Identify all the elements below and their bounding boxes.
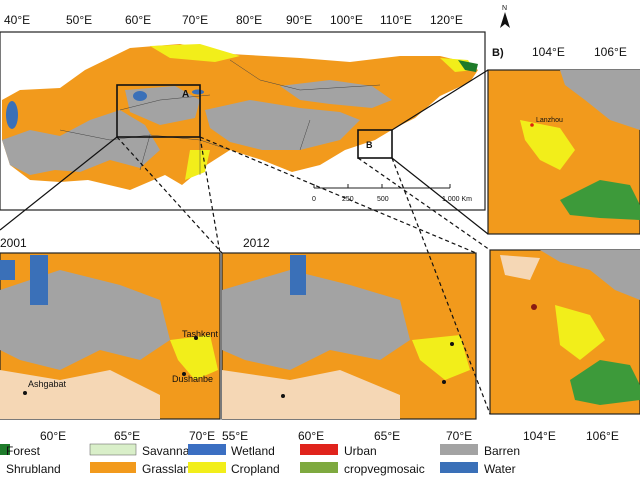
lon-tick-70: 70°E <box>182 13 208 27</box>
country-borders <box>59 59 381 175</box>
legend-swatch-wetland <box>188 444 226 455</box>
legend-urban: Urban <box>344 444 377 458</box>
dushanbe-label: Dushanbe <box>172 374 213 384</box>
barren-region-gobi <box>280 80 392 108</box>
bottom-lon-70-b: 70°E <box>446 429 472 443</box>
barren-region-tarim <box>205 100 360 150</box>
top-lon-axis: 40°E 50°E 60°E 70°E 80°E 90°E 100°E 110°… <box>4 13 463 27</box>
panel-a-2001: 2001 Tashkent Dushanbe Ashgabat <box>0 236 221 420</box>
legend-cropland: Cropland <box>231 462 280 476</box>
legend-swatch-water <box>440 462 478 473</box>
lake-balkhash <box>192 89 204 95</box>
ashgabat-label: Ashgabat <box>28 379 67 389</box>
north-label: N <box>502 5 507 12</box>
panel-a2-cropland <box>412 335 470 380</box>
legend-cropvegmosaic: cropvegmosaic <box>344 462 425 476</box>
tashkent-marker-2012 <box>450 342 454 346</box>
legend-swatch-grassland <box>90 462 136 473</box>
scale-tick-500: 500 <box>377 196 389 203</box>
aral-sea <box>133 91 147 101</box>
panel-b-lon-bottom-106: 106°E <box>586 429 619 443</box>
panel-b: B) 104°E 106°E Lanzhou 104°E 106°E <box>487 45 640 443</box>
panel-b-top-barren <box>560 70 640 130</box>
legend-swatch-cropland <box>188 462 226 473</box>
panel-b-lon-top-104: 104°E <box>532 45 565 59</box>
ashgabat-marker-2012 <box>281 394 285 398</box>
cropland-south <box>185 150 210 180</box>
inset-box-b <box>357 129 393 159</box>
panel-b-bottom-cropland <box>555 305 605 360</box>
legend-swatch-urban <box>300 444 338 455</box>
lon-tick-90: 90°E <box>286 13 312 27</box>
lanzhou-marker-2012 <box>531 304 537 310</box>
legend-forest: Forest <box>6 444 41 458</box>
panel-a-2012: 2012 <box>221 236 477 420</box>
inset-box-a <box>116 84 201 138</box>
lon-tick-80: 80°E <box>236 13 262 27</box>
legend-swatch-cropvegmosaic <box>300 462 338 473</box>
dushanbe-marker <box>182 372 186 376</box>
cropland-north <box>150 44 240 62</box>
panel-b-top-forest <box>560 180 640 220</box>
legend-barren: Barren <box>484 444 520 458</box>
lon-tick-40: 40°E <box>4 13 30 27</box>
panel-b-lon-top-106: 106°E <box>594 45 627 59</box>
bottom-lon-65-a: 65°E <box>114 429 140 443</box>
lanzhou-marker <box>530 123 534 127</box>
tashkent-label: Tashkent <box>182 329 219 339</box>
panel-b-bottom-barren <box>540 250 640 300</box>
panel-a1-cropland <box>170 335 218 380</box>
lon-tick-120: 120°E <box>430 13 463 27</box>
legend-water: Water <box>484 462 516 476</box>
forest-ne <box>458 60 478 72</box>
main-map: A B 0 250 500 1,000 Km <box>0 31 486 211</box>
tashkent-marker <box>194 336 198 340</box>
panel-a2-year: 2012 <box>243 236 270 250</box>
bottom-lon-55-b: 55°E <box>222 429 248 443</box>
legend-swatch-savanna <box>89 443 137 456</box>
lon-tick-100: 100°E <box>330 13 363 27</box>
lon-tick-60: 60°E <box>125 13 151 27</box>
panel-a1-aral-sea <box>30 255 48 305</box>
legend-swatch-forest <box>0 444 10 455</box>
legend-swatch-barren <box>440 444 478 455</box>
bottom-lon-70-a: 70°E <box>189 429 215 443</box>
legend-wetland: Wetland <box>231 444 275 458</box>
bottom-lon-60-b: 60°E <box>298 429 324 443</box>
lon-tick-50: 50°E <box>66 13 92 27</box>
connector-lines <box>0 69 491 415</box>
barren-region-west <box>2 110 160 175</box>
panel-b-bottom-shrub <box>500 255 540 280</box>
panel-a2-barren <box>222 270 410 370</box>
box-b-label: B <box>366 140 373 150</box>
panel-a1-caspian <box>0 260 15 280</box>
scale-tick-1000: 1,000 Km <box>442 196 472 203</box>
panel-a2-aral-sea <box>290 255 306 295</box>
panel-b-bottom-forest <box>570 360 640 405</box>
bottom-lon-axis: 60°E 65°E 70°E 55°E 60°E 65°E 70°E <box>40 429 472 443</box>
panel-a1-year: 2001 <box>0 236 27 250</box>
box-a-label: A <box>182 89 189 100</box>
scale-tick-250: 250 <box>342 196 354 203</box>
north-arrow-icon: N <box>500 5 510 28</box>
panel-b-label: B) <box>492 47 504 59</box>
panel-b-lon-bottom-104: 104°E <box>523 429 556 443</box>
panel-a2-shrub <box>222 370 400 419</box>
legend: Forest Savanna Wetland Urban Barren Shru… <box>0 443 520 476</box>
legend-savanna: Savanna <box>142 444 190 458</box>
lanzhou-label: Lanzhou <box>536 117 563 124</box>
panel-a1-shrub <box>0 370 160 419</box>
bottom-lon-60-a: 60°E <box>40 429 66 443</box>
legend-shrubland: Shrubland <box>6 462 61 476</box>
legend-grassland: Grassland <box>142 462 197 476</box>
dushanbe-marker-2012 <box>442 380 446 384</box>
scale-bar: 0 250 500 1,000 Km <box>312 184 472 203</box>
panel-b-top-cropland <box>520 120 575 170</box>
scale-tick-0: 0 <box>312 196 316 203</box>
caspian-sea <box>6 101 18 129</box>
ashgabat-marker <box>23 391 27 395</box>
lon-tick-110: 110°E <box>380 13 412 27</box>
bottom-lon-65-b: 65°E <box>374 429 400 443</box>
